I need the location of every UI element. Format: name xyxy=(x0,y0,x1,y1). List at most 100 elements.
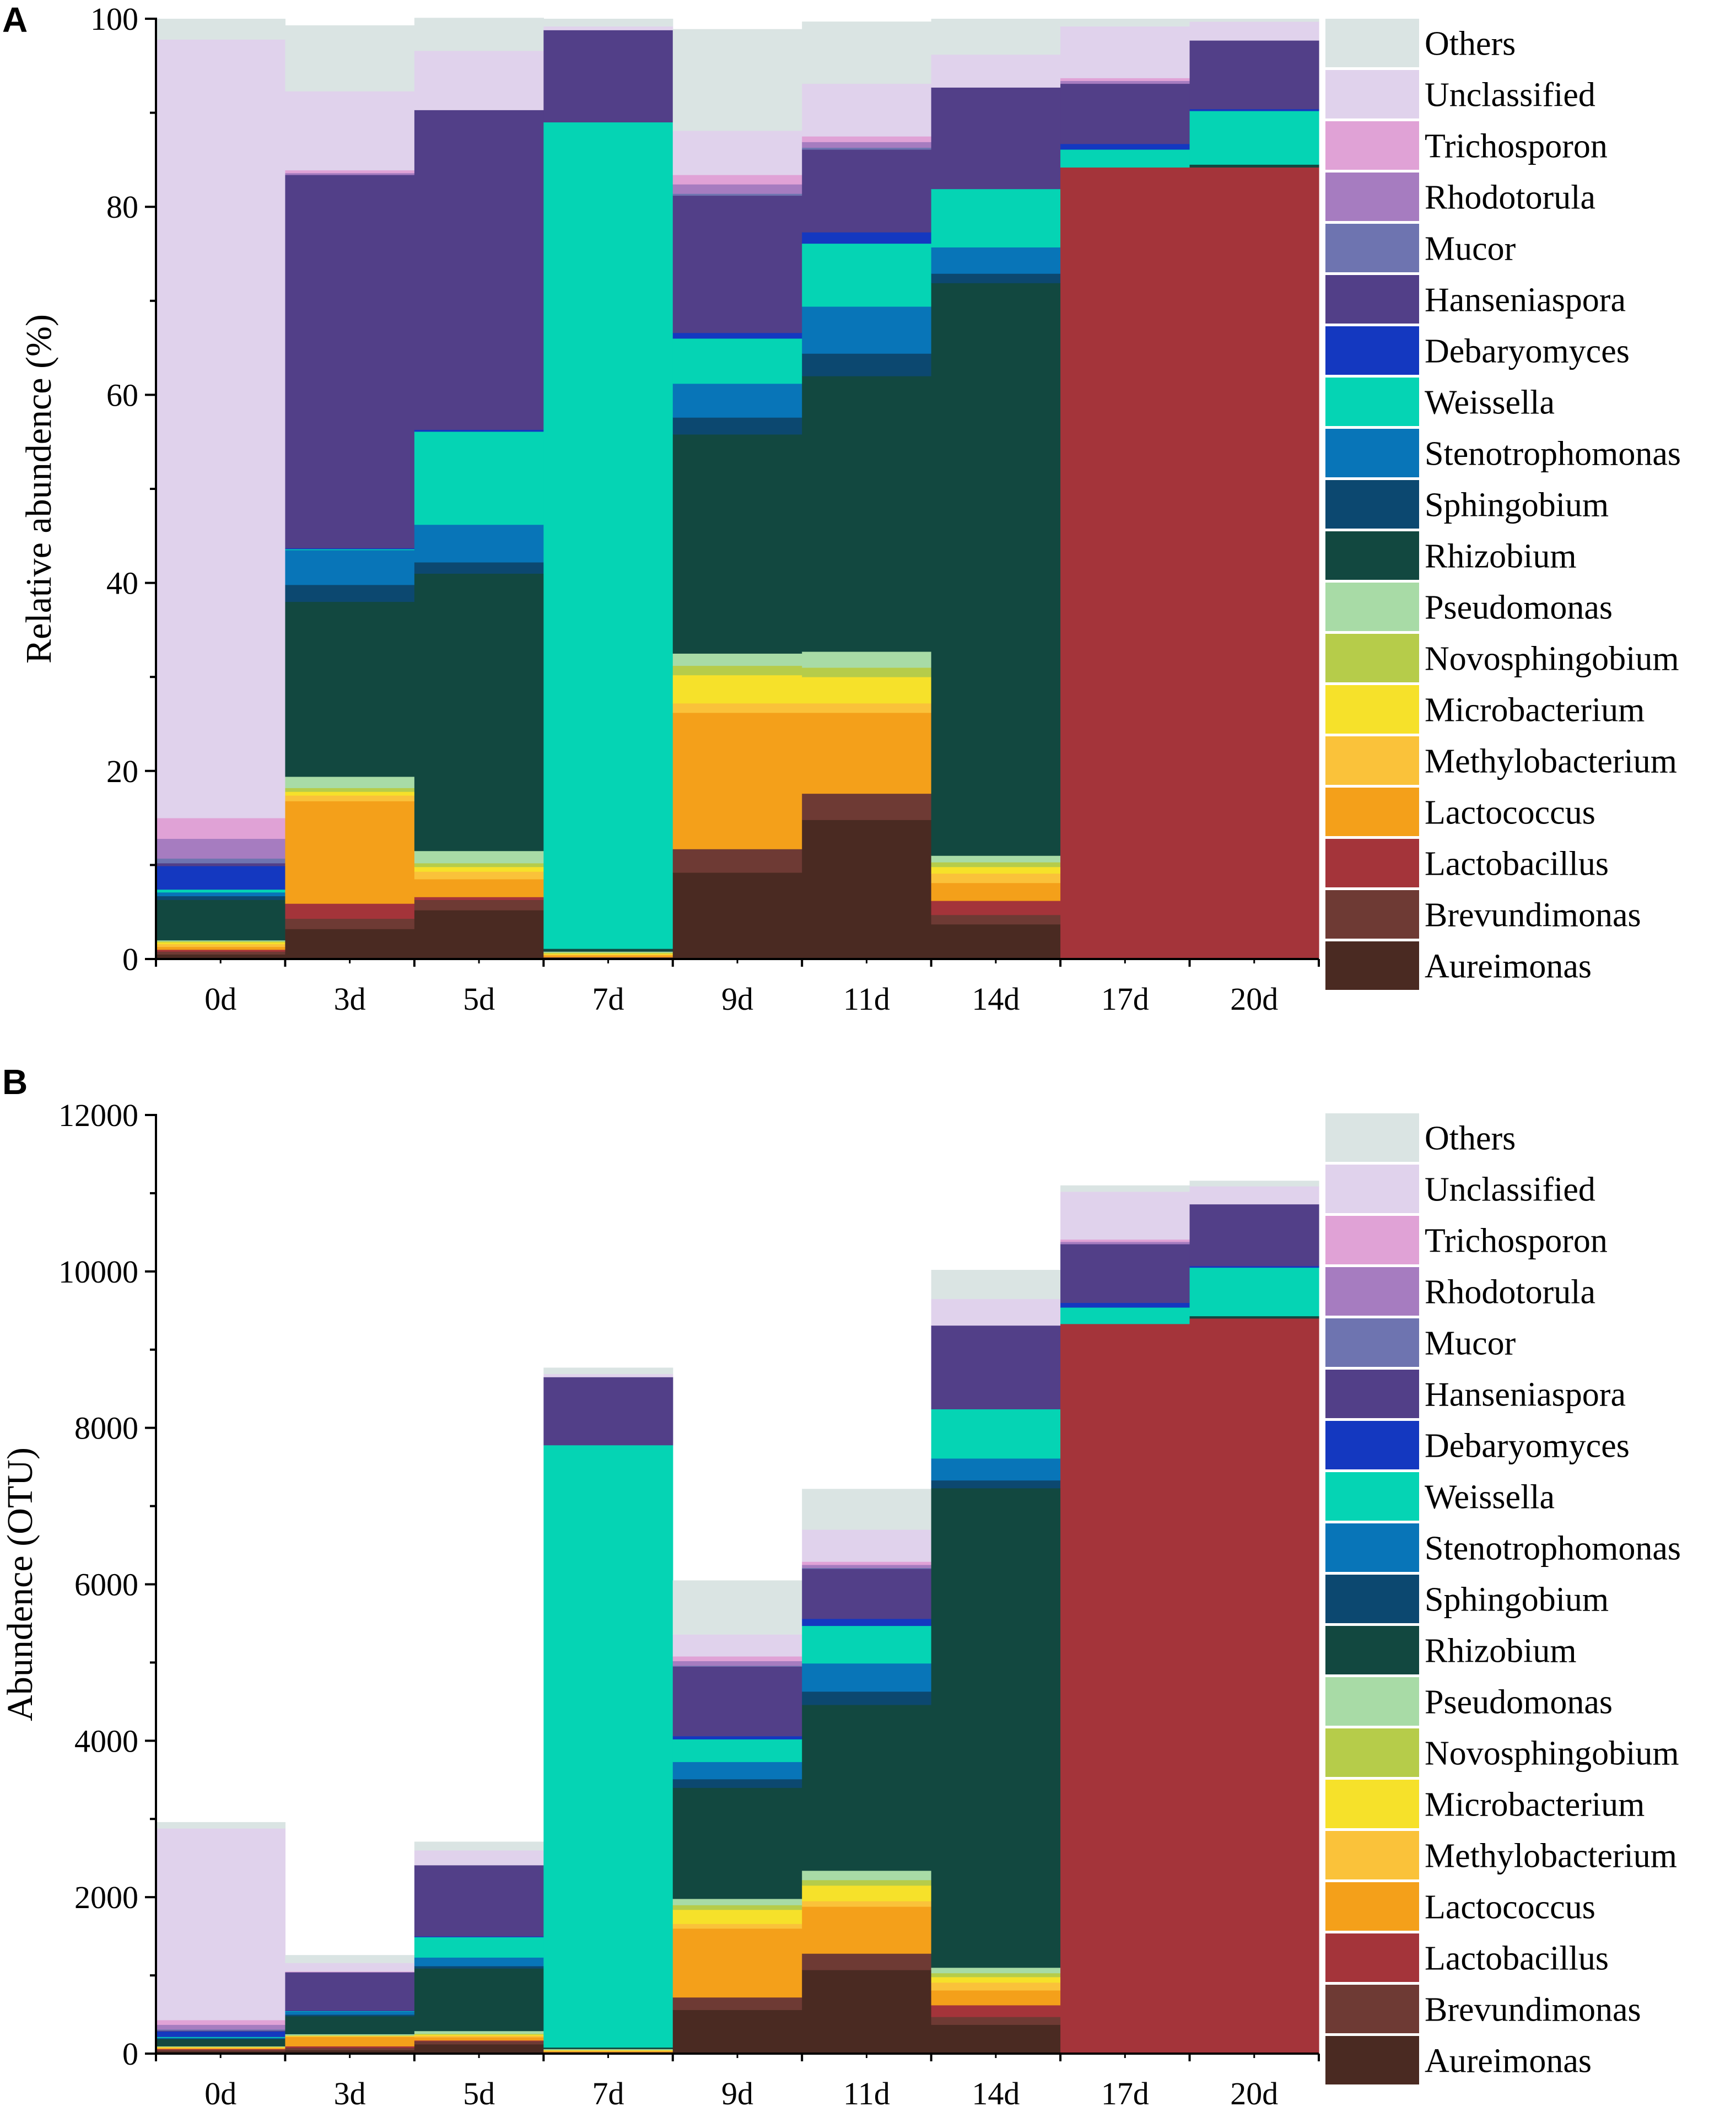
bar-segment-hanseniaspora-20d xyxy=(1189,40,1319,110)
legend-label: Brevundimonas xyxy=(1425,897,1641,934)
bar-segment-microbacterium-0d xyxy=(156,2046,286,2048)
bar-segment-rhodotorula-9d xyxy=(672,1661,802,1666)
legend-label: Aureimonas xyxy=(1425,2043,1592,2080)
legend-swatch xyxy=(1325,1267,1419,1316)
bar-segment-microbacterium-7d xyxy=(543,953,673,955)
bar-segment-unclassified-0d xyxy=(156,1828,286,2021)
legend-item-brevundimonas: Brevundimonas xyxy=(1325,1985,1641,2033)
bar-segment-sphingobium-14d xyxy=(931,273,1061,283)
y-tick-label: 100 xyxy=(90,1,138,37)
legend-item-rhodotorula: Rhodotorula xyxy=(1325,173,1595,221)
bar-segment-others-5d xyxy=(414,1841,544,1851)
x-tick-label: 5d xyxy=(463,2076,495,2111)
panel-b: B 0 2000 4000 6000 8000 10000 12000 0d 3d 5d 7d 9d 11… xyxy=(0,1062,1681,2111)
bar-segment-rhizobium-11d xyxy=(802,1705,932,1871)
legend-label: Novosphingobium xyxy=(1425,1735,1679,1773)
bar-segment-unclassified-20d xyxy=(1189,1186,1319,1205)
legend-label: Rhizobium xyxy=(1425,538,1577,575)
bar-segment-lactococcus-5d xyxy=(414,879,544,897)
bar-segment-aureimonas-3d xyxy=(285,929,415,960)
bar-segment-lactobacillus-20d xyxy=(1189,167,1319,960)
legend-label: Stenotrophomonas xyxy=(1425,1530,1681,1567)
bar-segment-stenotrophomonas-0d xyxy=(156,2037,286,2039)
bar-segment-methylobacterium-7d xyxy=(543,2050,673,2052)
bar-segment-hanseniaspora-3d xyxy=(285,1972,415,2011)
bar-segment-novosphingobium-14d xyxy=(931,1973,1061,1978)
bar-segment-unclassified-17d xyxy=(1060,1192,1190,1240)
legend-item-rhizobium: Rhizobium xyxy=(1325,531,1577,580)
bar-segment-debaryomyces-20d xyxy=(1189,109,1319,111)
bar-segment-hanseniaspora-0d xyxy=(156,863,286,866)
legend-label: Hanseniaspora xyxy=(1425,282,1626,319)
bar-segment-unclassified-17d xyxy=(1060,26,1190,78)
bar-segment-sphingobium-11d xyxy=(802,1691,932,1705)
legend-item-sphingobium: Sphingobium xyxy=(1325,480,1609,529)
bar-segment-rhodotorula-17d xyxy=(1060,80,1190,84)
legend-label: Unclassified xyxy=(1425,77,1595,114)
x-tick-label: 7d xyxy=(592,2076,624,2111)
legend-swatch xyxy=(1325,685,1419,734)
bar-segment-unclassified-7d xyxy=(543,26,673,30)
bar-segment-rhodotorula-0d xyxy=(156,2024,286,2030)
legend-label: Hanseniaspora xyxy=(1425,1376,1626,1414)
legend-item-trichosporon: Trichosporon xyxy=(1325,121,1608,170)
bar-segment-stenotrophomonas-11d xyxy=(802,306,932,354)
bar-segment-novosphingobium-9d xyxy=(672,1905,802,1910)
bar-segment-mucor-0d xyxy=(156,858,286,864)
bar-segment-pseudomonas-9d xyxy=(672,1899,802,1905)
legend-item-hanseniaspora: Hanseniaspora xyxy=(1325,275,1626,324)
bar-segment-debaryomyces-0d xyxy=(156,866,286,890)
bar-segment-lactococcus-7d xyxy=(543,2051,673,2053)
legend-label: Debaryomyces xyxy=(1425,333,1630,370)
legend-label: Pseudomonas xyxy=(1425,1684,1613,1721)
bar-segment-brevundimonas-9d xyxy=(672,849,802,873)
x-tick-label: 9d xyxy=(721,2076,753,2111)
y-axis-title: Relative abundence (%) xyxy=(19,314,59,664)
bar-segment-unclassified-5d xyxy=(414,1850,544,1866)
bar-segment-debaryomyces-0d xyxy=(156,2031,286,2037)
bar-segment-pseudomonas-11d xyxy=(802,1870,932,1881)
bar-segment-others-7d xyxy=(543,19,673,27)
x-tick-label: 3d xyxy=(334,2076,366,2111)
bar-segment-rhizobium-14d xyxy=(931,1488,1061,1968)
bar-segment-microbacterium-9d xyxy=(672,675,802,704)
bar-segment-trichosporon-11d xyxy=(802,1561,932,1565)
bar-segment-rhizobium-7d xyxy=(543,949,673,952)
legend-item-sphingobium: Sphingobium xyxy=(1325,1575,1609,1623)
legend-swatch xyxy=(1325,19,1419,67)
bar-segment-aureimonas-14d xyxy=(931,924,1061,960)
bar-segment-hanseniaspora-9d xyxy=(672,1666,802,1737)
legend-item-stenotrophomonas: Stenotrophomonas xyxy=(1325,429,1681,477)
bar-segment-pseudomonas-5d xyxy=(414,850,544,864)
bar-segment-lactococcus-0d xyxy=(156,946,286,950)
bar-segment-others-17d xyxy=(1060,1185,1190,1192)
bar-segment-hanseniaspora-14d xyxy=(931,1325,1061,1410)
panel-label: B xyxy=(2,1062,28,1102)
bar-segment-lactococcus-7d xyxy=(543,955,673,957)
bar-segment-brevundimonas-5d xyxy=(414,2041,544,2045)
bar-segment-methylobacterium-11d xyxy=(802,1901,932,1907)
bar-segment-others-17d xyxy=(1060,19,1190,27)
y-tick-label: 2000 xyxy=(74,1879,138,1915)
bar-segment-stenotrophomonas-14d xyxy=(931,1458,1061,1481)
legend-swatch xyxy=(1325,531,1419,580)
legend-item-rhizobium: Rhizobium xyxy=(1325,1626,1577,1674)
bar-segment-unclassified-11d xyxy=(802,83,932,137)
y-tick-label: 80 xyxy=(106,189,138,225)
bar-segment-novosphingobium-7d xyxy=(543,952,673,954)
bar-segment-mucor-9d xyxy=(672,193,802,196)
bar-segment-rhizobium-5d xyxy=(414,1968,544,2032)
bar-segment-novosphingobium-11d xyxy=(802,667,932,677)
bar-segment-aureimonas-9d xyxy=(672,872,802,960)
legend-swatch xyxy=(1325,1523,1419,1572)
bar-segment-pseudomonas-5d xyxy=(414,2030,544,2034)
bar-segment-hanseniaspora-7d xyxy=(543,30,673,123)
legend-item-novosphingobium: Novosphingobium xyxy=(1325,1728,1679,1777)
bar-segment-weissella-14d xyxy=(931,1409,1061,1459)
bar-segment-microbacterium-5d xyxy=(414,866,544,872)
legend-item-rhodotorula: Rhodotorula xyxy=(1325,1267,1595,1316)
bar-segment-pseudomonas-14d xyxy=(931,1967,1061,1974)
x-tick-label: 11d xyxy=(843,2076,890,2111)
legend-swatch xyxy=(1325,1626,1419,1674)
